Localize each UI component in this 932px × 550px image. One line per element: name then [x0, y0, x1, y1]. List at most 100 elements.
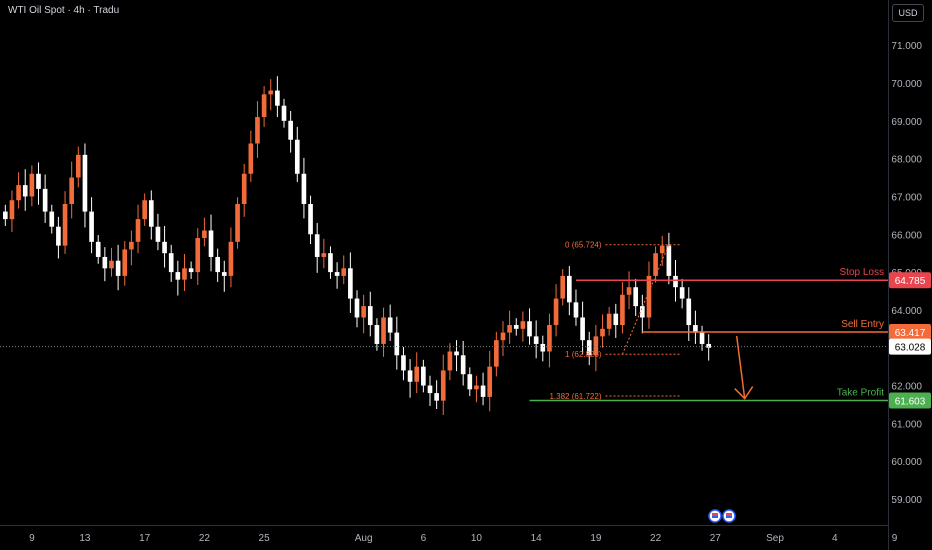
- candle-body: [22, 185, 28, 197]
- candle-body: [487, 366, 493, 397]
- x-tick-label: 27: [710, 533, 722, 544]
- candle-body: [221, 272, 227, 276]
- fib-level-label: 1 (62.828): [565, 350, 602, 359]
- candle-body: [573, 302, 579, 318]
- x-tick-label: 22: [199, 533, 211, 544]
- candle-body: [348, 268, 353, 299]
- level-label-stop-loss: Stop Loss: [840, 267, 884, 278]
- candle-body: [16, 185, 21, 201]
- candle-body: [533, 336, 539, 344]
- candle-body: [580, 317, 585, 341]
- price-badge-text: 64.785: [895, 276, 926, 287]
- y-tick-label: 60.000: [891, 457, 922, 468]
- x-tick-label: 9: [29, 533, 35, 544]
- candle-body: [334, 272, 340, 276]
- x-tick-label: 9: [892, 533, 898, 544]
- candle-body: [454, 351, 459, 356]
- candle-body: [447, 351, 453, 371]
- candle-body: [188, 268, 194, 273]
- candle-body: [367, 306, 373, 326]
- candle-body: [640, 306, 645, 318]
- candle-body: [520, 321, 526, 329]
- x-tick-label: 10: [471, 533, 483, 544]
- candle-body: [142, 200, 147, 220]
- candle-body: [361, 306, 366, 318]
- y-tick-label: 66.000: [891, 230, 922, 241]
- y-tick-label: 69.000: [891, 117, 922, 128]
- candle-body: [387, 317, 393, 333]
- candle-body: [474, 385, 479, 390]
- currency-button[interactable]: USD: [892, 4, 924, 22]
- x-tick-label: Sep: [766, 533, 784, 544]
- candle-body: [42, 188, 48, 212]
- candle-body: [706, 343, 712, 348]
- candle-body: [294, 139, 300, 174]
- candle-body: [586, 340, 592, 356]
- candle-body: [414, 366, 420, 382]
- candle-body: [513, 325, 519, 329]
- candle-body: [162, 241, 167, 254]
- candle-body: [275, 90, 280, 106]
- y-tick-label: 71.000: [891, 41, 922, 52]
- sell-arrow-head: [734, 386, 754, 400]
- candle-body: [109, 260, 114, 269]
- candle-body: [381, 317, 386, 344]
- candle-body: [301, 173, 307, 205]
- candle-body: [421, 366, 426, 386]
- candle-body: [175, 272, 181, 280]
- level-label-sell-entry: Sell Entry: [841, 319, 884, 330]
- candle-body: [394, 332, 400, 356]
- candle-body: [122, 249, 128, 276]
- candle-body: [215, 256, 220, 273]
- fib-level-label: 1.382 (61.722): [549, 392, 601, 401]
- candle-body: [9, 200, 15, 220]
- candle-body: [354, 298, 360, 318]
- x-tick-label: Aug: [355, 533, 373, 544]
- candle-body: [288, 120, 293, 140]
- candle-body: [613, 313, 619, 326]
- y-tick-label: 59.000: [891, 495, 922, 506]
- candle-body: [155, 226, 161, 242]
- candle-body: [467, 374, 473, 390]
- candle-body: [89, 211, 94, 242]
- candle-body: [102, 256, 108, 269]
- candle-body: [374, 325, 380, 344]
- candle-body: [679, 287, 685, 299]
- price-badge-text: 63.417: [895, 328, 926, 339]
- candle-body: [62, 204, 68, 246]
- candle-body: [29, 173, 35, 197]
- candle-body: [314, 234, 320, 257]
- candle-body: [202, 230, 207, 239]
- candle-body: [36, 173, 41, 189]
- x-tick-label: 19: [590, 533, 602, 544]
- candle-body: [248, 143, 254, 174]
- y-tick-label: 64.000: [891, 306, 922, 317]
- candle-body: [440, 370, 446, 401]
- candle-body: [56, 226, 61, 246]
- candle-body: [195, 238, 201, 273]
- candle-body: [593, 336, 599, 356]
- candle-body: [666, 245, 672, 276]
- candle-body: [407, 370, 413, 382]
- x-tick-label: 17: [139, 533, 151, 544]
- flag-stripe-icon: [712, 513, 718, 516]
- candle-body: [646, 275, 652, 318]
- candle-body: [328, 253, 333, 273]
- candle-body: [494, 340, 499, 367]
- candle-body: [75, 154, 81, 178]
- candle-body: [693, 325, 698, 333]
- candle-body: [228, 241, 234, 276]
- x-tick-label: 22: [650, 533, 662, 544]
- candle-body: [321, 253, 327, 257]
- candle-body: [600, 328, 605, 337]
- candle-body: [620, 294, 625, 326]
- candle-body: [2, 211, 8, 220]
- y-tick-label: 67.000: [891, 192, 922, 203]
- candle-body: [95, 241, 101, 257]
- x-tick-label: 4: [832, 533, 838, 544]
- candle-body: [507, 325, 512, 333]
- candle-body: [129, 241, 134, 250]
- candle-body: [427, 385, 433, 394]
- current-price-badge: [889, 338, 931, 355]
